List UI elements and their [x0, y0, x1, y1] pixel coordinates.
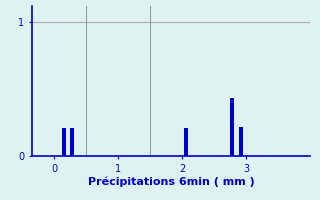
Bar: [239, 127, 243, 156]
Bar: [184, 128, 188, 156]
Bar: [230, 98, 234, 156]
X-axis label: Précipitations 6min ( mm ): Précipitations 6min ( mm ): [88, 176, 255, 187]
Bar: [70, 128, 74, 156]
Bar: [62, 128, 66, 156]
